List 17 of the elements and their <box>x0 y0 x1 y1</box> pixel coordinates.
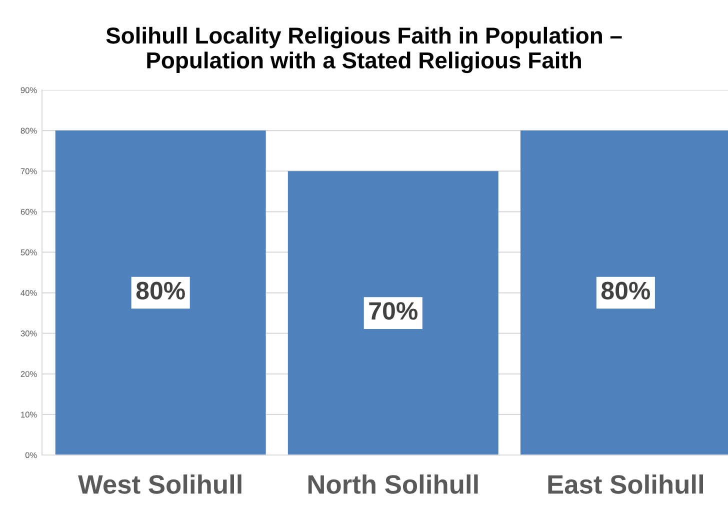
x-tick-label: East Solihull <box>548 474 703 494</box>
y-tick-label: 50% <box>20 249 37 256</box>
y-tick-label: 20% <box>20 371 37 377</box>
y-tick-label: 80% <box>20 128 37 134</box>
data-label: 80% <box>601 282 650 300</box>
data-label: 70% <box>369 302 418 320</box>
chart-title: Solihull Locality Religious Faith in Population – Population with a Stated Religious Faith <box>106 26 622 74</box>
y-tick-label: 0% <box>25 452 37 458</box>
data-label: 80% <box>136 282 185 300</box>
y-tick-label: 60% <box>20 208 37 215</box>
y-tick-label: 10% <box>21 412 37 418</box>
x-tick-label: North Solihull <box>308 474 478 494</box>
y-tick-label: 30% <box>20 330 37 336</box>
x-tick-label: West Solihull <box>78 474 242 494</box>
y-tick-label: 40% <box>20 290 37 296</box>
y-tick-label: 90% <box>20 87 37 94</box>
y-tick-label: 70% <box>20 168 37 174</box>
